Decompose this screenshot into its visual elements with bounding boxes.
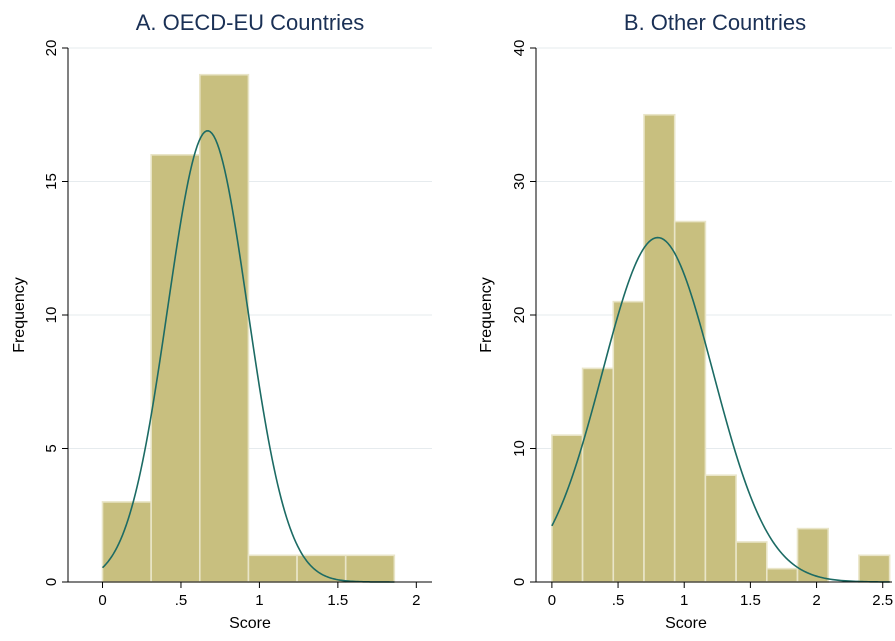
y-axis-label: Frequency xyxy=(478,277,495,353)
y-tick-label: 20 xyxy=(511,307,528,324)
histogram-bar xyxy=(581,367,615,583)
histogram-bar xyxy=(766,567,799,583)
y-tick-label: 0 xyxy=(511,578,528,586)
histogram-bar xyxy=(198,73,250,583)
x-tick-label: 2 xyxy=(812,592,820,609)
x-tick-label: 0 xyxy=(548,592,556,609)
x-tick-label: 2.5 xyxy=(872,592,893,609)
chart-title: A. OECD-EU Countries xyxy=(136,10,365,35)
chart-title: B. Other Countries xyxy=(624,10,806,35)
x-tick-label: .5 xyxy=(612,592,625,609)
x-axis-label: Score xyxy=(665,615,707,632)
histogram-bar xyxy=(247,554,298,583)
histogram-bar xyxy=(101,501,152,583)
y-tick-label: 5 xyxy=(43,444,60,452)
x-tick-label: 1 xyxy=(680,592,688,609)
histogram-bar xyxy=(858,554,891,583)
histogram-bar xyxy=(344,554,396,583)
histogram-bar xyxy=(704,474,737,583)
panel-other-countries: 0 .5 1 1.5 2 2.5 0 10 20 30 40 B. Other Countries Sc… xyxy=(478,10,893,632)
x-tick-label: 0 xyxy=(98,592,106,609)
y-tick-label: 10 xyxy=(511,440,528,457)
histogram-bar xyxy=(735,541,768,583)
histogram-bar xyxy=(643,113,676,583)
y-tick-label: 0 xyxy=(43,578,60,586)
y-axis-label: Frequency xyxy=(11,277,28,353)
histogram-bar xyxy=(796,527,830,583)
histogram-bar xyxy=(673,220,707,583)
normal-density-curve xyxy=(101,130,395,583)
histogram-bar xyxy=(296,554,347,583)
x-axis-label: Score xyxy=(229,615,271,632)
y-tick-label: 30 xyxy=(511,173,528,190)
x-tick-label: 1 xyxy=(255,592,263,609)
y-tick-label: 10 xyxy=(43,307,60,324)
x-tick-label: 1.5 xyxy=(740,592,761,609)
normal-density-curve xyxy=(551,236,890,583)
y-tick-label: 20 xyxy=(43,40,60,57)
y-tick-label: 15 xyxy=(43,173,60,190)
x-tick-label: 1.5 xyxy=(327,592,348,609)
x-tick-label: .5 xyxy=(175,592,188,609)
y-tick-label: 40 xyxy=(511,40,528,57)
histogram-bar xyxy=(612,300,645,583)
x-tick-label: 2 xyxy=(412,592,420,609)
